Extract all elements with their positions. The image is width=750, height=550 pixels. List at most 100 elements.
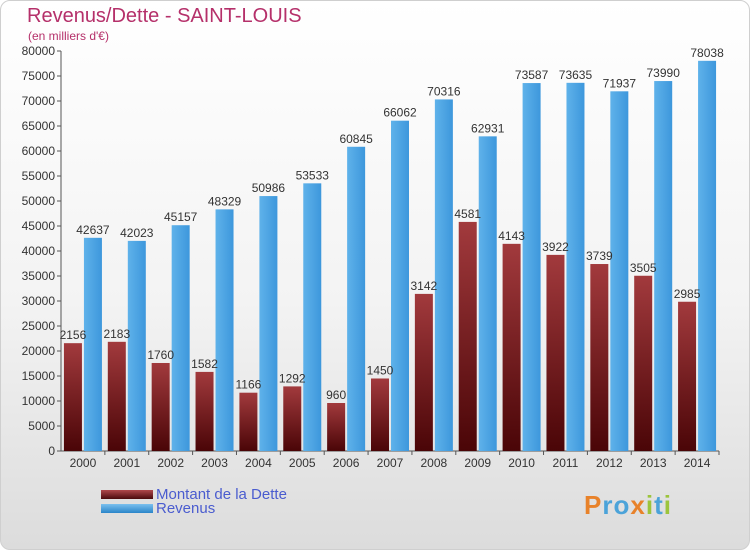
bar-revenue-2001 [127, 240, 146, 451]
logo-letter: i [663, 490, 672, 520]
data-label-revenue-2012: 71937 [603, 76, 637, 90]
data-label-revenue-2014: 78038 [690, 46, 724, 60]
y-tick-label: 55000 [22, 169, 56, 183]
y-tick-label: 80000 [22, 44, 56, 58]
data-label-revenue-2011: 73635 [559, 68, 593, 82]
y-tick-label: 25000 [22, 319, 56, 333]
logo-letter: P [584, 490, 603, 520]
y-tick-label: 50000 [22, 194, 56, 208]
y-tick-label: 70000 [22, 94, 56, 108]
data-label-debt-2014: 2985 [674, 287, 701, 301]
chart-subtitle: (en milliers d'€) [28, 29, 109, 43]
data-label-debt-2002: 1760 [147, 348, 174, 362]
bar-revenue-2002 [171, 225, 190, 451]
legend-swatch-revenue [101, 504, 153, 513]
legend-swatch-debt [101, 490, 153, 499]
bar-debt-2004 [239, 392, 258, 451]
bar-revenue-2014 [698, 60, 717, 452]
bar-debt-2003 [195, 371, 214, 451]
y-tick-label: 40000 [22, 244, 56, 258]
logo-letter: o [613, 490, 631, 520]
y-tick-label: 45000 [22, 219, 56, 233]
data-label-revenue-2001: 42023 [120, 226, 154, 240]
data-label-debt-2006: 960 [326, 388, 346, 402]
bar-debt-2007 [371, 378, 389, 451]
data-label-debt-2012: 3739 [586, 249, 613, 263]
x-tick-label: 2007 [377, 456, 404, 470]
bar-revenue-2008 [434, 99, 453, 452]
bar-revenue-2011 [566, 82, 585, 451]
chart-data-labels: 2156 42637 2183 42023 1760 45157 1582 48329 1166… [60, 46, 724, 402]
x-tick-label: 2010 [508, 456, 535, 470]
data-label-debt-2009: 4581 [454, 207, 481, 221]
y-tick-label: 5000 [28, 419, 55, 433]
x-tick-label: 2003 [201, 456, 228, 470]
logo-letter: i [645, 490, 655, 520]
x-tick-label: 2014 [684, 456, 711, 470]
bar-debt-2010 [502, 243, 521, 451]
y-tick-label: 20000 [22, 344, 56, 358]
data-label-revenue-2007: 66062 [383, 106, 417, 120]
legend-label-debt: Montant de la Dette [156, 486, 287, 503]
x-tick-label: 2006 [333, 456, 360, 470]
data-label-revenue-2006: 60845 [339, 132, 373, 146]
data-label-revenue-2013: 73990 [647, 66, 681, 80]
bar-debt-2008 [414, 293, 433, 451]
bar-debt-2001 [107, 341, 126, 451]
bar-revenue-2013 [654, 81, 673, 452]
y-tick-label: 65000 [22, 119, 56, 133]
bar-revenue-2012 [610, 91, 629, 451]
bar-debt-2014 [678, 301, 697, 451]
data-label-debt-2000: 2156 [60, 328, 87, 342]
data-label-revenue-2008: 70316 [427, 84, 461, 98]
data-label-debt-2001: 2183 [103, 327, 130, 341]
x-tick-label: 2001 [113, 456, 140, 470]
x-tick-label: 2012 [596, 456, 623, 470]
bar-debt-2005 [283, 386, 302, 451]
x-tick-label: 2013 [640, 456, 667, 470]
proxiti-logo: Proxiti [584, 490, 672, 521]
chart-axes: 0 5000 10000 15000 20000 25000 30000 35000 40000… [22, 44, 720, 470]
data-label-debt-2008: 3142 [411, 279, 438, 293]
data-label-revenue-2000: 42637 [76, 223, 110, 237]
data-label-debt-2013: 3505 [630, 261, 657, 275]
data-label-debt-2005: 1292 [279, 371, 306, 385]
legend-label-revenue: Revenus [156, 500, 216, 517]
data-label-revenue-2003: 48329 [208, 194, 242, 208]
bar-revenue-2004 [259, 196, 278, 451]
y-tick-label: 10000 [22, 394, 56, 408]
bar-debt-2011 [546, 254, 565, 451]
data-label-revenue-2010: 73587 [515, 68, 549, 82]
data-label-debt-2010: 4143 [498, 229, 525, 243]
data-label-revenue-2009: 62931 [471, 121, 505, 135]
x-tick-label: 2000 [70, 456, 97, 470]
x-tick-label: 2004 [245, 456, 272, 470]
data-label-revenue-2005: 53533 [296, 168, 330, 182]
x-tick-label: 2005 [289, 456, 316, 470]
data-label-debt-2003: 1582 [191, 357, 218, 371]
y-tick-label: 30000 [22, 294, 56, 308]
y-tick-label: 60000 [22, 144, 56, 158]
data-label-revenue-2004: 50986 [252, 181, 286, 195]
y-tick-label: 75000 [22, 69, 56, 83]
bar-debt-2009 [458, 221, 477, 451]
bar-debt-2012 [590, 264, 609, 451]
bar-revenue-2006 [347, 146, 366, 451]
x-tick-label: 2008 [421, 456, 448, 470]
logo-letter: t [654, 490, 664, 520]
x-tick-label: 2011 [553, 456, 579, 470]
bar-debt-2013 [634, 275, 653, 451]
y-tick-label: 15000 [22, 369, 56, 383]
bar-debt-2006 [327, 403, 346, 451]
data-label-debt-2004: 1166 [235, 378, 261, 392]
bar-revenue-2007 [391, 120, 409, 451]
logo-letter: x [630, 490, 646, 520]
y-tick-label: 35000 [22, 269, 56, 283]
bar-debt-2000 [63, 343, 82, 451]
y-tick-label: 0 [48, 444, 55, 458]
bar-revenue-2009 [478, 136, 497, 451]
chart-bars [63, 60, 717, 452]
bar-revenue-2005 [303, 183, 322, 451]
